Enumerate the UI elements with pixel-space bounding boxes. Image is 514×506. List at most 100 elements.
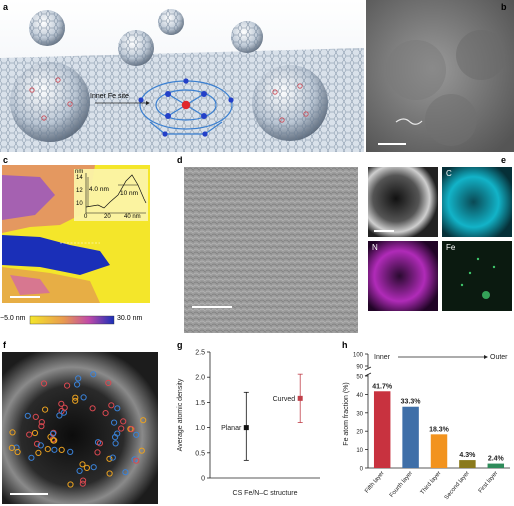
hrtem-image-d — [184, 167, 358, 333]
fe-atom-marker — [13, 444, 20, 451]
fe-atom-marker — [128, 426, 135, 433]
bar-2 — [402, 406, 419, 468]
fe-atom-marker — [140, 417, 147, 424]
fe-atom-marker — [72, 397, 79, 404]
panel-e: e C N Fe — [366, 155, 514, 335]
haadf-map — [368, 167, 438, 237]
panel-label-f: f — [3, 340, 6, 350]
axis-break — [364, 366, 372, 371]
fe-atom-marker — [90, 464, 97, 471]
y-tick-label: 1.0 — [195, 425, 205, 432]
fe-atom-marker — [26, 431, 33, 438]
fe-atom-marker — [56, 412, 63, 419]
y-tick-label: 0 — [201, 476, 205, 483]
fe-atom-marker — [76, 467, 83, 474]
fe-atom-marker — [108, 402, 115, 409]
eds-maps — [368, 167, 512, 311]
afm-map — [2, 165, 150, 325]
carbon-sphere — [29, 10, 65, 46]
bar-value-label: 33.3% — [401, 399, 422, 406]
fe-atom-marker — [75, 375, 82, 382]
panel-label-c: c — [3, 155, 9, 165]
category-label: First layer — [478, 470, 500, 494]
carbon-label: C — [446, 169, 452, 178]
fe-atom-marker — [133, 431, 140, 438]
bar-value-label: 2.4% — [488, 456, 505, 463]
category-label: Third layer — [420, 470, 443, 496]
bar-value-label: 41.7% — [372, 383, 393, 390]
point-label-curved: Curved — [273, 396, 296, 403]
fe-atom-marker — [67, 448, 74, 456]
y-tick-label: 1.5 — [195, 400, 205, 407]
fe-atom-marker — [80, 477, 87, 484]
fe-atom-marker — [33, 440, 41, 447]
fe-atom-marker — [24, 412, 31, 419]
panel-d: d — [170, 155, 360, 335]
carbon-sphere — [158, 9, 184, 35]
bar-4 — [459, 460, 476, 468]
inset-unit: nm — [75, 169, 84, 175]
fe-atom-marker — [32, 413, 39, 421]
fe-atom-marker — [67, 481, 74, 488]
panel-h: 0 10 20 30 40 50 90 100 Fe atom fraction (%) Inne… — [340, 340, 514, 506]
fe-atom-marker — [83, 464, 91, 472]
bar-value-label: 4.3% — [459, 452, 476, 459]
fe-atom-marker — [112, 440, 119, 447]
panel-label-d: d — [177, 155, 183, 165]
fe-atom — [181, 100, 191, 110]
direction-arrowhead — [484, 355, 488, 359]
fe-atom-marker — [133, 457, 140, 464]
colorbar — [29, 315, 115, 325]
fe-atom-marker — [40, 380, 48, 387]
panel-g: 0 0.5 1.0 1.5 2.0 2.5 Average atomic density CS… — [170, 340, 335, 506]
panel-label-a: a — [3, 2, 9, 12]
y-axis-label: Average atomic density — [177, 378, 184, 451]
fe-atom-marker — [89, 405, 96, 412]
bar-value-label: 18.3% — [429, 426, 450, 433]
fe-atom-marker — [51, 437, 58, 444]
bar-1 — [373, 391, 391, 468]
fe-atom-marker — [96, 440, 104, 447]
y-tick-label: 2.5 — [195, 350, 205, 357]
atom-map-f — [2, 352, 158, 504]
fe-atom-marker — [80, 394, 87, 401]
fe-atom-marker — [79, 480, 86, 487]
y-tick-label: 0 — [360, 467, 364, 473]
fe-atom-marker — [38, 423, 45, 430]
fe-atom-marker — [118, 425, 125, 432]
carbon-sphere — [252, 65, 328, 141]
y-tick-label: 20 — [356, 430, 363, 436]
fe-atom-marker — [49, 430, 57, 437]
panel-label-h: h — [342, 340, 348, 350]
fe-atom-marker — [114, 405, 121, 412]
fe-atom-marker — [64, 382, 71, 389]
height-label: 4.0 nm — [89, 186, 109, 193]
fe-atom-marker — [38, 419, 45, 426]
panel-c: c nm 14 12 10 0 20 40 nm 4.0 nm 10 nm −5… — [0, 155, 160, 335]
x-axis-label: CS Fe/N–C structure — [233, 490, 298, 497]
bar-5 — [487, 463, 505, 468]
fe-atom-marker — [138, 447, 145, 454]
y-tick-label: 40 — [356, 393, 363, 399]
fe-n-c-molecule — [139, 80, 233, 135]
tem-image-b — [366, 0, 514, 152]
panel-label-e: e — [501, 155, 507, 165]
fe-atom-marker — [9, 429, 16, 436]
axis-break — [364, 372, 372, 377]
carbon-sphere — [231, 21, 263, 53]
fe-atom-marker — [94, 449, 101, 456]
fe-atom-marker — [114, 430, 121, 437]
fe-atom-marker — [58, 446, 65, 454]
fe-atom-marker — [44, 446, 51, 453]
nitrogen-atoms — [138, 78, 234, 137]
iron-map — [442, 241, 512, 311]
y-tick-label: 50 — [356, 375, 363, 381]
y-tick-label: 100 — [353, 353, 364, 359]
panel-label-g: g — [177, 340, 183, 350]
colorbar-max-label: 30.0 nm — [117, 315, 143, 322]
fe-atom-marker — [61, 404, 68, 411]
category-label: Fourth layer — [389, 470, 414, 498]
fe-atom-marker — [42, 406, 49, 413]
carbon-sphere — [10, 62, 90, 142]
fe-atom-marker — [120, 418, 127, 425]
